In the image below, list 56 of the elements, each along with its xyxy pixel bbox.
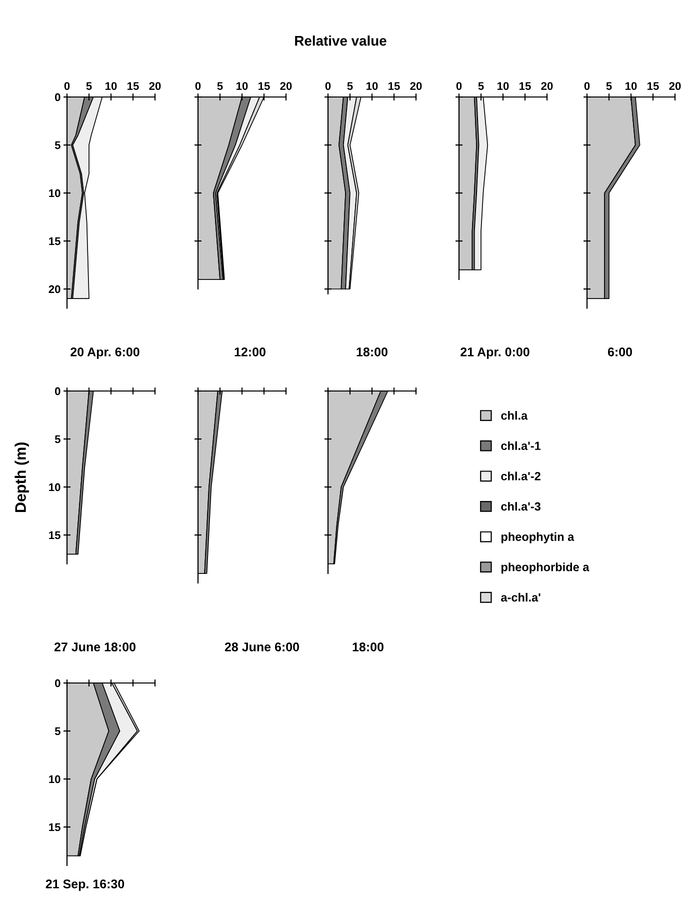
text: 12:00 bbox=[234, 348, 266, 356]
x-tick-label: 10 bbox=[366, 82, 378, 90]
legend-label: pheophytin a bbox=[501, 532, 574, 544]
text: 18:00 bbox=[352, 642, 384, 652]
text: 18:00 bbox=[356, 348, 388, 356]
x-tick-label: 5 bbox=[606, 82, 612, 90]
legend-label: pheophorbide a bbox=[501, 562, 590, 574]
text: 21 Sep. 16:30 bbox=[46, 880, 124, 891]
x-tick-label: 0 bbox=[195, 82, 201, 90]
y-tick-label: 5 bbox=[54, 435, 60, 444]
y-tick-label: 0 bbox=[55, 679, 60, 688]
x-tick-label: 5 bbox=[478, 82, 484, 90]
x-tick-label: 10 bbox=[498, 82, 509, 90]
x-tick-label: 10 bbox=[106, 82, 117, 90]
y-tick-label: 5 bbox=[54, 141, 60, 150]
x-tick-label: 5 bbox=[347, 82, 353, 90]
y-tick-label: 10 bbox=[49, 775, 60, 784]
text: 6:00 bbox=[608, 348, 632, 356]
x-tick-label: 10 bbox=[236, 82, 248, 90]
y-tick-label: 10 bbox=[49, 189, 60, 198]
x-tick-label: 20 bbox=[280, 82, 292, 90]
x-tick-label: 20 bbox=[669, 82, 681, 90]
y-tick-label: 20 bbox=[48, 285, 60, 294]
text: 21 Apr. 0:00 bbox=[460, 348, 530, 359]
y-axis-title: Depth (m) bbox=[14, 442, 29, 512]
y-tick-label: 0 bbox=[55, 93, 60, 102]
x-tick-label: 0 bbox=[325, 82, 331, 90]
legend-label: chl.a'-3 bbox=[501, 502, 540, 511]
x-tick-label: 0 bbox=[64, 82, 70, 90]
x-tick-label: 15 bbox=[520, 82, 531, 90]
x-tick-label: 15 bbox=[388, 82, 400, 90]
y-tick-label: 15 bbox=[49, 237, 60, 246]
y-tick-label: 5 bbox=[54, 727, 60, 736]
text: 27 June 18:00 bbox=[54, 642, 136, 652]
text: 20 Apr. 6:00 bbox=[70, 348, 140, 359]
x-tick-label: 20 bbox=[541, 82, 553, 90]
y-tick-label: 10 bbox=[49, 483, 60, 492]
y-tick-label: 15 bbox=[49, 531, 60, 540]
x-tick-label: 15 bbox=[128, 82, 139, 90]
x-tick-label: 10 bbox=[626, 82, 637, 90]
x-tick-label: 5 bbox=[217, 82, 223, 90]
text: Relative value bbox=[295, 36, 386, 46]
y-tick-label: 15 bbox=[49, 823, 60, 832]
x-tick-label: 15 bbox=[258, 82, 270, 90]
x-tick-label: 0 bbox=[584, 82, 590, 90]
y-tick-label: 0 bbox=[55, 387, 60, 396]
x-tick-label: 20 bbox=[410, 82, 422, 90]
x-tick-label: 20 bbox=[149, 82, 161, 90]
legend-label: a-chl.a' bbox=[501, 592, 540, 602]
x-tick-label: 0 bbox=[456, 82, 462, 90]
x-tick-label: 5 bbox=[86, 82, 92, 90]
legend-label: chl.a'-1 bbox=[501, 441, 541, 450]
legend-label: chl.a bbox=[501, 411, 528, 420]
text: 28 June 6:00 bbox=[224, 642, 300, 652]
x-tick-label: 15 bbox=[648, 82, 659, 90]
legend-label: chl.a'-2 bbox=[501, 472, 540, 480]
